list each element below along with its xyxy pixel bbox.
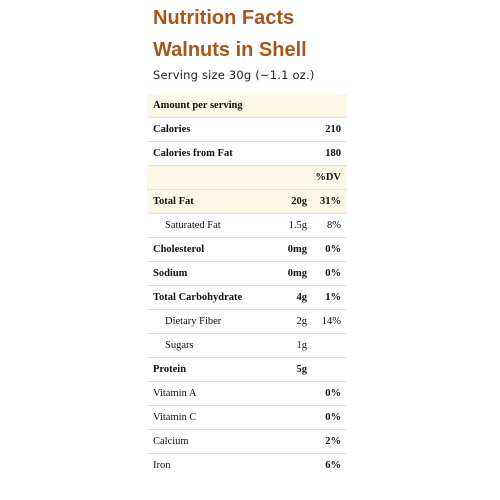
nutrient-amount: 1g (296, 340, 308, 351)
nutrient-label: Protein (153, 364, 187, 375)
nutrient-dv: 6% (325, 460, 341, 471)
nutrient-amount: 4g (296, 292, 308, 303)
nutrient-amount: 5g (296, 364, 308, 375)
nutrient-dv: 31% (320, 196, 341, 207)
nutrient-label: Iron (153, 460, 171, 471)
nutrient-label: Dietary Fiber (165, 316, 222, 327)
nutrient-amount: 20g (291, 196, 307, 207)
calories-row: Calories 210 (147, 118, 347, 142)
nutrition-facts-title: Nutrition Facts (153, 7, 295, 29)
dv-header: %DV (315, 172, 341, 183)
nutrient-amount: 0mg (287, 268, 307, 279)
nutrient-dv: 1% (325, 292, 341, 303)
nutrient-label: Vitamin A (153, 388, 197, 399)
product-name: Walnuts in Shell (153, 39, 307, 61)
nutrient-label: Saturated Fat (165, 220, 221, 231)
nutrient-label: Total Carbohydrate (153, 292, 243, 303)
nutrient-dv: 0% (325, 268, 341, 279)
nutrient-label: Total Fat (153, 196, 194, 207)
nutrient-row-total-fat: Total Fat 20g 31% (147, 190, 347, 214)
nutrient-label: Cholesterol (153, 244, 205, 255)
nutrient-row-dietary-fiber: Dietary Fiber 2g 14% (147, 310, 347, 334)
nutrient-label: Calcium (153, 436, 189, 447)
nutrient-amount: 1.5g (288, 220, 307, 231)
nutrient-label: Vitamin C (153, 412, 197, 423)
nutrient-row-sugars: Sugars 1g (147, 334, 347, 358)
nutrient-amount: 2g (296, 316, 308, 327)
nutrient-row-saturated-fat: Saturated Fat 1.5g 8% (147, 214, 347, 238)
nutrient-dv: 0% (325, 244, 341, 255)
calories-from-fat-row: Calories from Fat 180 (147, 142, 347, 166)
nutrient-row-vitamin-c: Vitamin C 0% (147, 406, 347, 430)
nutrient-dv: 0% (325, 412, 341, 423)
amount-per-serving-label: Amount per serving (153, 100, 243, 111)
serving-size: Serving size 30g (~1.1 oz.) (153, 68, 315, 82)
nutrient-row-iron: Iron 6% (147, 454, 347, 477)
nutrient-row-cholesterol: Cholesterol 0mg 0% (147, 238, 347, 262)
nutrient-row-total-carbohydrate: Total Carbohydrate 4g 1% (147, 286, 347, 310)
dv-header-row: %DV (147, 166, 347, 190)
nutrient-amount: 0mg (287, 244, 307, 255)
nutrient-row-calcium: Calcium 2% (147, 430, 347, 454)
nutrient-dv: 0% (325, 388, 341, 399)
nutrient-row-vitamin-a: Vitamin A 0% (147, 382, 347, 406)
nutrient-row-protein: Protein 5g (147, 358, 347, 382)
nutrient-dv: 8% (327, 220, 341, 231)
calories-label: Calories (153, 124, 191, 135)
calories-from-fat-value: 180 (325, 148, 341, 159)
amount-per-serving-row: Amount per serving (147, 94, 347, 118)
nutrient-dv: 2% (325, 436, 341, 447)
nutrient-row-sodium: Sodium 0mg 0% (147, 262, 347, 286)
nutrient-label: Sodium (153, 268, 188, 279)
calories-value: 210 (325, 124, 341, 135)
calories-from-fat-label: Calories from Fat (153, 148, 233, 159)
nutrition-table: Amount per serving Calories 210 Calories… (147, 94, 347, 477)
nutrient-label: Sugars (165, 340, 194, 351)
nutrient-dv: 14% (321, 316, 341, 327)
